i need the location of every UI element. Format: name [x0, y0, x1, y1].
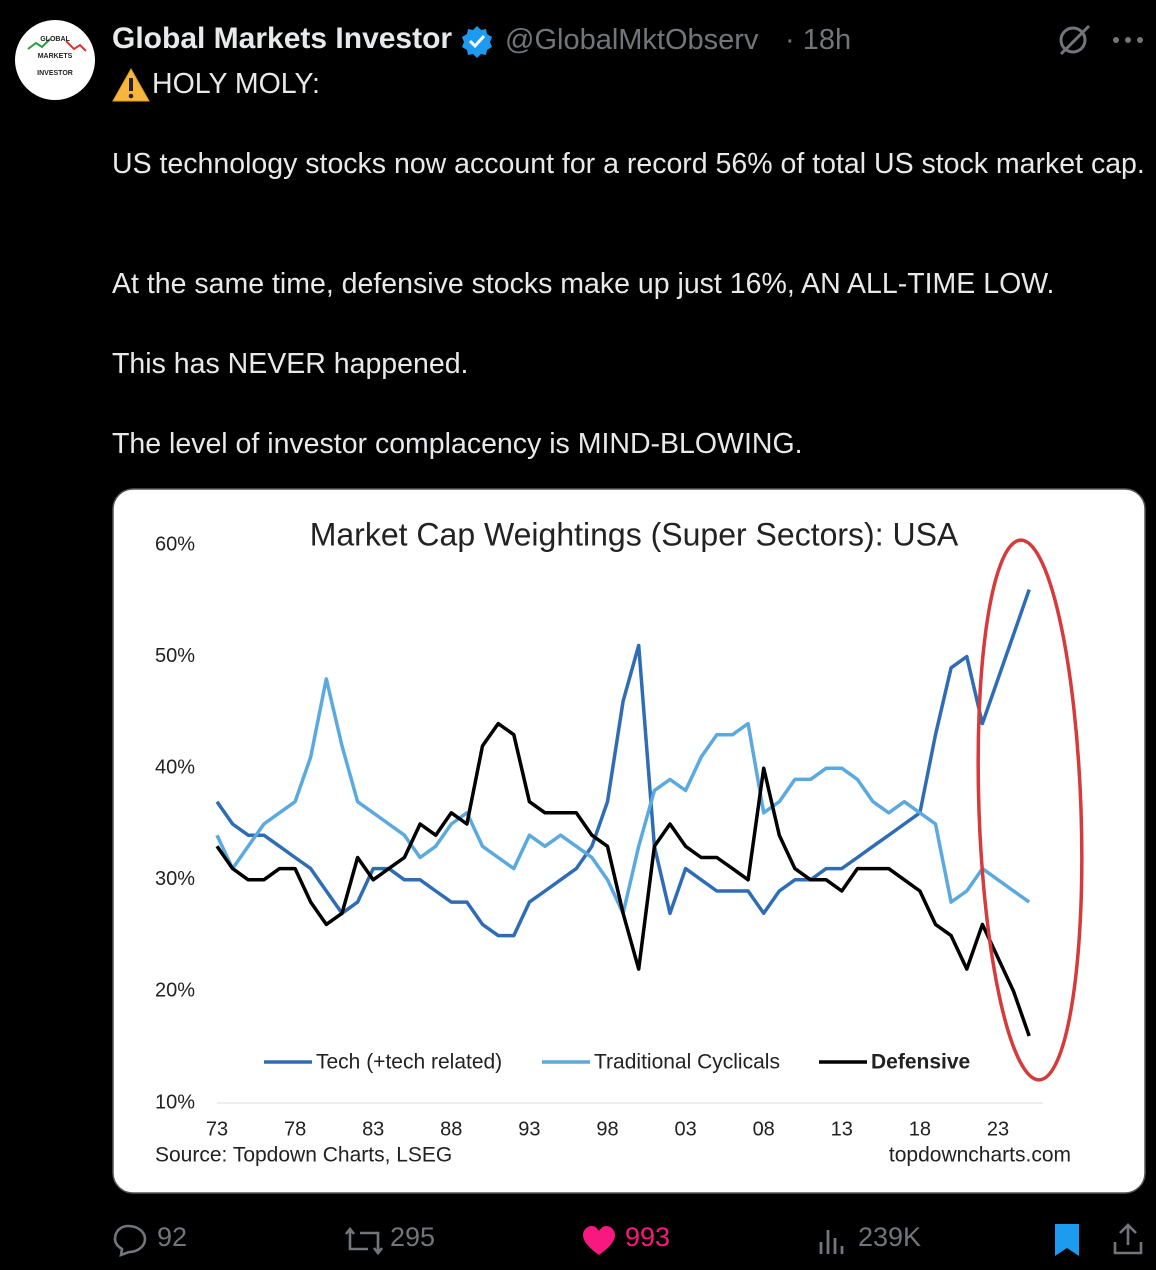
legend-label: Defensive	[871, 1051, 970, 1074]
chart-title: Market Cap Weightings (Super Sectors): U…	[310, 516, 959, 552]
grok-icon[interactable]	[1055, 22, 1095, 58]
y-tick-label: 60%	[155, 533, 195, 555]
x-tick-label: 18	[909, 1118, 931, 1140]
legend-label: Traditional Cyclicals	[594, 1051, 780, 1074]
series-line	[215, 721, 1031, 1037]
x-tick-label: 93	[518, 1118, 540, 1140]
like-icon[interactable]	[582, 1225, 616, 1257]
repost-icon[interactable]	[344, 1225, 384, 1257]
x-tick-label: 78	[284, 1118, 306, 1140]
repost-count[interactable]: 295	[390, 1222, 436, 1252]
y-tick-label: 30%	[155, 868, 195, 890]
x-tick-label: 83	[362, 1118, 384, 1140]
reply-icon[interactable]	[112, 1223, 148, 1257]
x-tick-label: 88	[440, 1118, 462, 1140]
author-name[interactable]: Global Markets Investor	[112, 22, 453, 55]
x-tick-label: 08	[753, 1118, 775, 1140]
y-tick-label: 20%	[155, 980, 195, 1002]
bookmark-icon[interactable]	[1053, 1222, 1081, 1258]
y-tick-label: 40%	[155, 756, 195, 778]
post-text: This has NEVER happened.	[112, 348, 469, 380]
author-handle[interactable]: @GlobalMktObserv	[505, 24, 759, 56]
chart-image[interactable]: Market Cap Weightings (Super Sectors): U…	[112, 488, 1146, 1194]
views-count[interactable]: 239K	[858, 1222, 922, 1252]
post-time[interactable]: · 18h	[785, 24, 852, 56]
x-tick-label: 23	[987, 1118, 1009, 1140]
chart-credit: topdowncharts.com	[889, 1144, 1071, 1167]
verified-badge	[462, 26, 492, 58]
avatar-text: MARKETS	[38, 53, 73, 60]
x-tick-label: 73	[206, 1118, 228, 1140]
chart-source: Source: Topdown Charts, LSEG	[155, 1144, 452, 1167]
series-line	[215, 589, 1031, 938]
like-count[interactable]: 993	[625, 1222, 671, 1252]
legend-label: Tech (+tech related)	[316, 1051, 502, 1074]
post-text: At the same time, defensive stocks make …	[112, 268, 1055, 300]
avatar-text: GLOBAL	[40, 36, 70, 43]
share-icon[interactable]	[1112, 1222, 1144, 1256]
avatar[interactable]: GLOBAL MARKETS INVESTOR	[14, 19, 96, 101]
highlight-ellipse	[976, 538, 1084, 1082]
warning-emoji	[112, 67, 150, 102]
y-tick-label: 10%	[155, 1091, 195, 1113]
x-tick-label: 13	[831, 1118, 853, 1140]
more-icon[interactable]	[1110, 30, 1146, 50]
avatar-text: INVESTOR	[37, 70, 73, 77]
post-text: HOLY MOLY:	[152, 68, 320, 100]
x-tick-label: 98	[596, 1118, 618, 1140]
post-text: The level of investor complacency is MIN…	[112, 428, 803, 460]
views-icon[interactable]	[818, 1224, 848, 1256]
x-tick-label: 03	[674, 1118, 696, 1140]
post-text: US technology stocks now account for a r…	[112, 148, 1145, 180]
y-tick-label: 50%	[155, 645, 195, 667]
reply-count[interactable]: 92	[157, 1222, 188, 1252]
